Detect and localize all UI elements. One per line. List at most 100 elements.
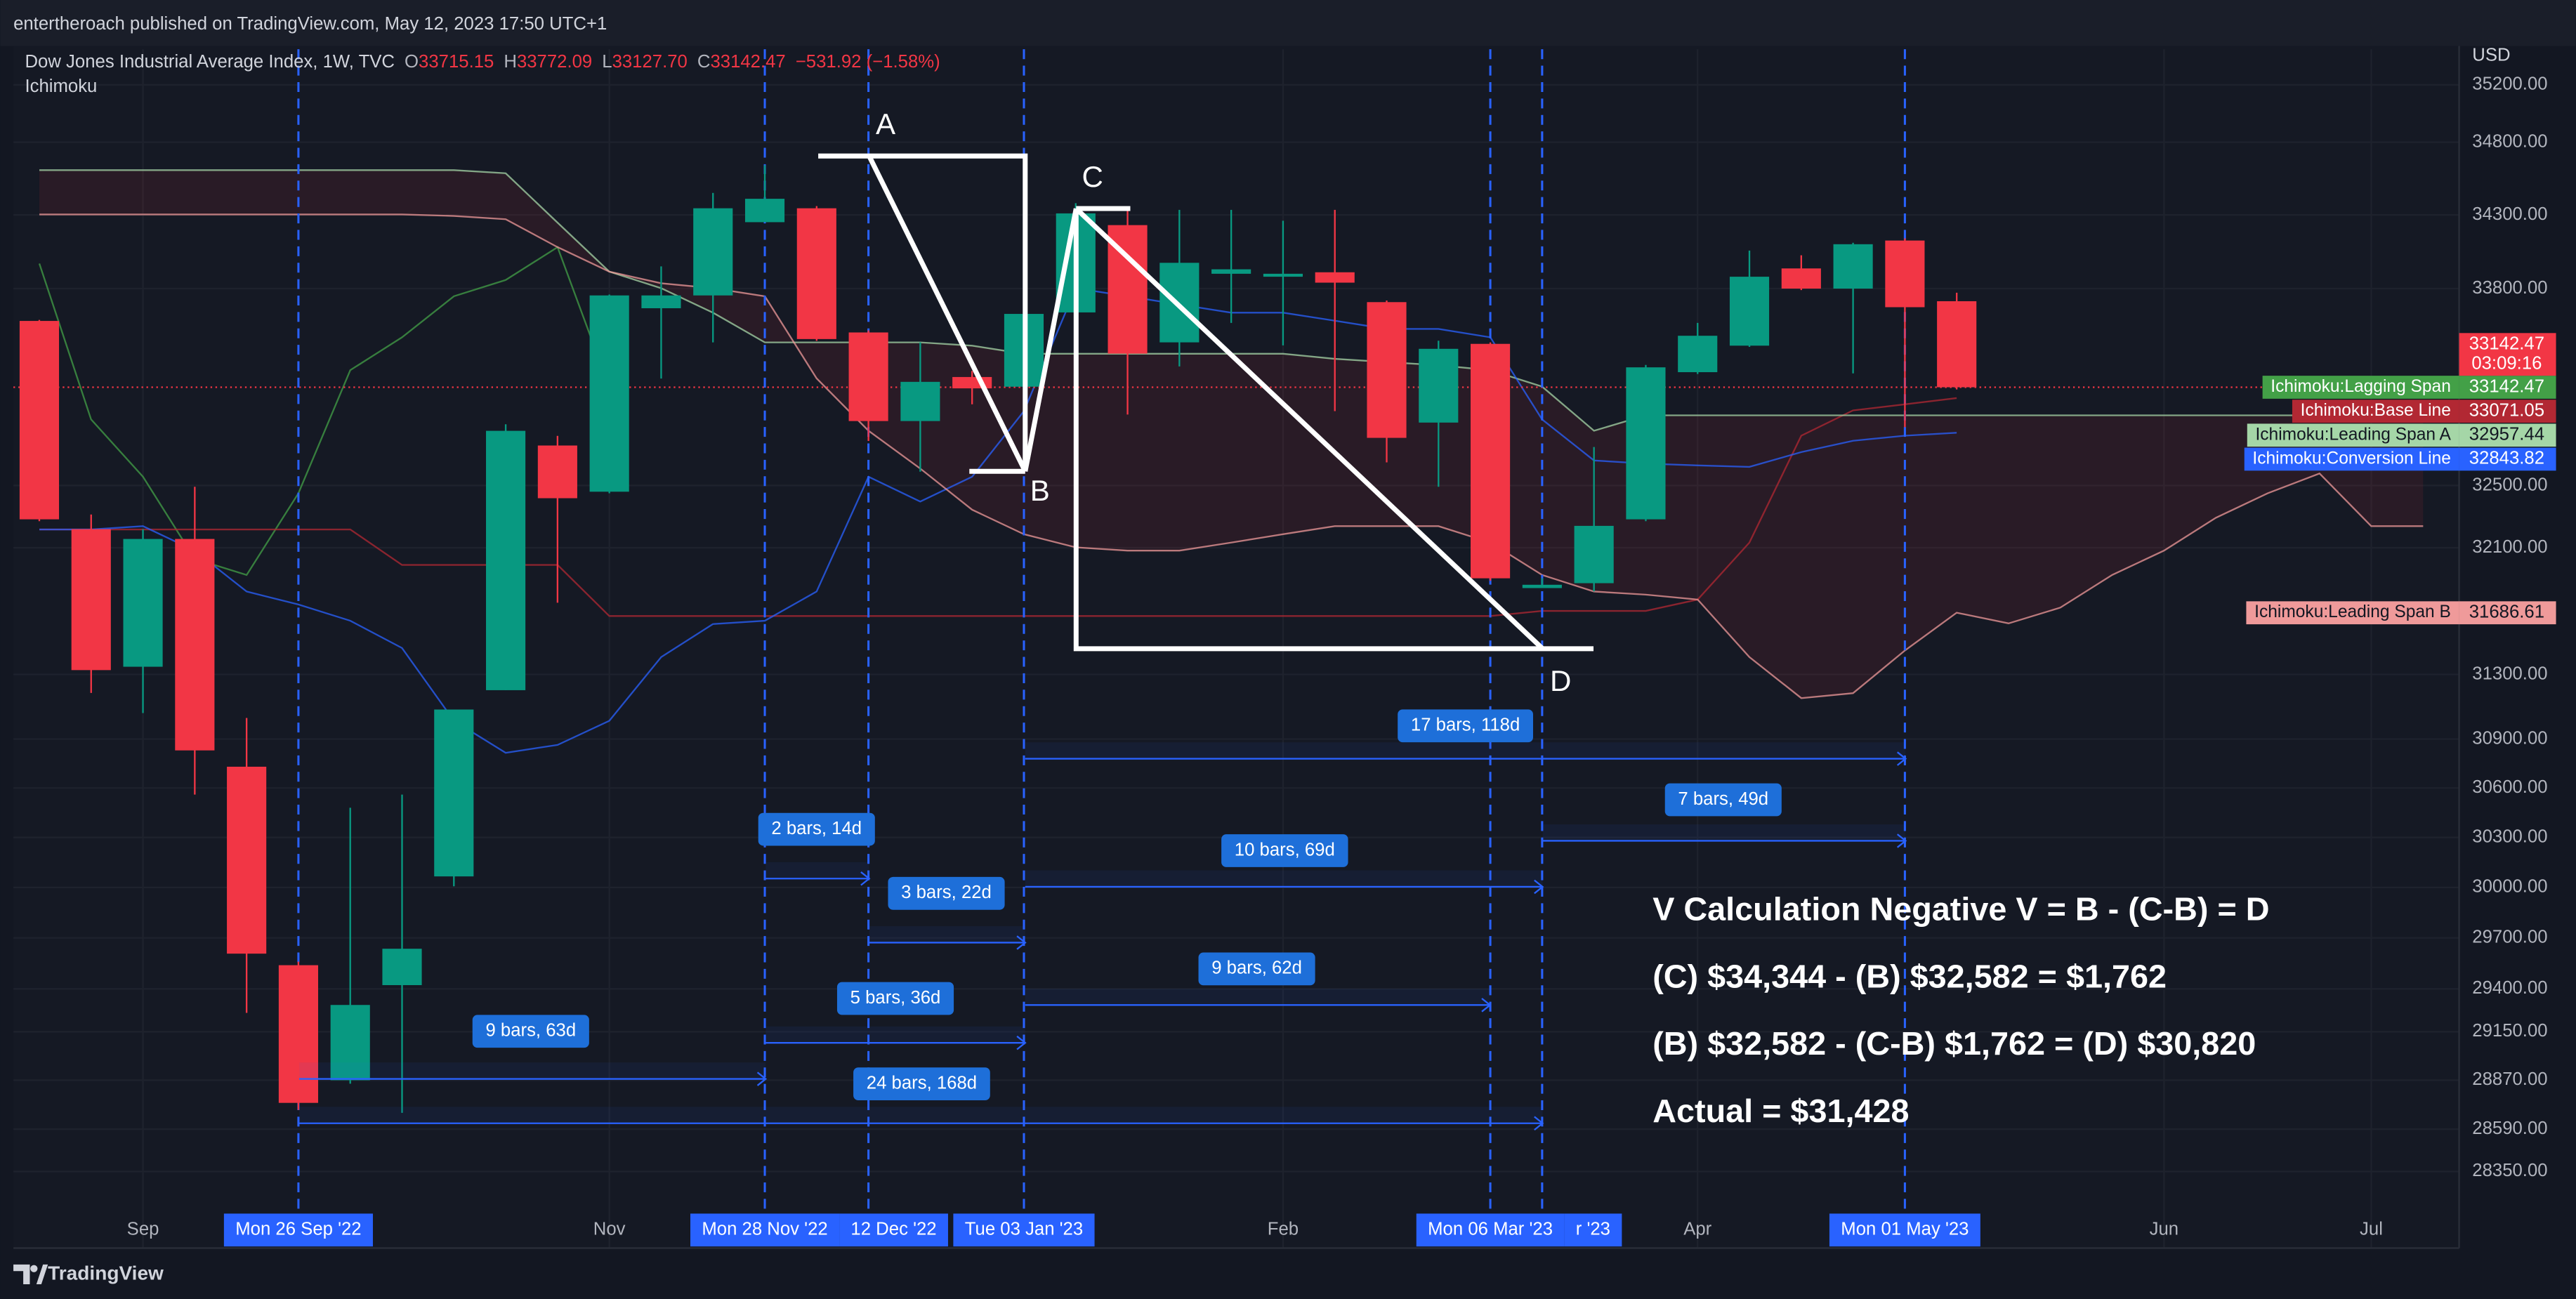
top-bar: [0, 0, 2576, 46]
logo-mark: [13, 1264, 30, 1284]
candle-body: [1159, 263, 1200, 343]
candle-body: [1729, 277, 1770, 346]
point-label: A: [876, 107, 895, 140]
legend-key: H: [504, 52, 517, 72]
publisher: entertheroach published on TradingView.c…: [13, 14, 607, 34]
y-tick-label: 32500.00: [2472, 475, 2547, 494]
measure-arrowhead: [756, 1071, 768, 1086]
legend-key: C: [697, 52, 711, 72]
x-tick-label: Nov: [593, 1220, 626, 1239]
measure-label: 9 bars, 63d: [485, 1021, 576, 1041]
point-label: B: [1030, 474, 1050, 507]
measure-band: [1025, 988, 1490, 1005]
y-tick-label: 35200.00: [2472, 74, 2547, 94]
price-tag-countdown: 03:09:16: [2471, 354, 2542, 374]
x-tick-label: Sep: [127, 1220, 159, 1239]
measure-label: 5 bars, 36d: [850, 988, 941, 1008]
plot: [13, 49, 2459, 1248]
candle-body: [900, 381, 940, 421]
measure-arrowhead: [1896, 751, 1907, 766]
measure-arrowhead: [1016, 935, 1027, 950]
candle-body: [1522, 584, 1562, 588]
indicator-line: [39, 397, 1957, 617]
candle-body: [1833, 244, 1873, 289]
measure-arrowhead: [1481, 998, 1492, 1013]
candle-body: [278, 965, 318, 1103]
y-tick-label: 28590.00: [2472, 1119, 2547, 1138]
measure-arrowhead: [1534, 1116, 1544, 1131]
y-tick-label: 28350.00: [2472, 1161, 2547, 1180]
measure-box: [836, 982, 954, 1015]
drawing-line: [867, 154, 1027, 473]
legend-key: L: [602, 52, 612, 72]
candle-body: [227, 766, 267, 954]
marker-box: [223, 1213, 373, 1247]
candle-body: [1263, 273, 1303, 277]
tag-label-box: [2246, 601, 2459, 625]
candle-body: [589, 295, 629, 492]
measure-arrowhead: [860, 871, 871, 886]
candle-body: [641, 295, 681, 308]
y-tick-label: 30900.00: [2472, 728, 2547, 748]
measure-arrowhead: [1896, 833, 1907, 848]
measure-box: [1198, 952, 1315, 986]
legend-value: 33142.47: [710, 52, 785, 72]
tag-value: 33142.47: [2469, 376, 2544, 396]
candle-body: [1937, 301, 1977, 388]
measure-arrowhead: [1534, 879, 1544, 895]
note: V Calculation Negative V = B - (C-B) = D: [1652, 890, 2269, 927]
measure-arrowhead: [1016, 1035, 1027, 1050]
marker-label: Mon 01 May '23: [1841, 1220, 1969, 1239]
measure-label: 10 bars, 69d: [1235, 840, 1335, 859]
candle-body: [434, 709, 474, 877]
candle-body: [1211, 269, 1251, 274]
marker-box: [839, 1213, 948, 1247]
indicator-line: [39, 213, 2424, 699]
candle-body: [1419, 348, 1459, 423]
measure-box: [1664, 783, 1782, 817]
tag-value-box: [2459, 376, 2556, 399]
tag-value: 33071.05: [2469, 400, 2544, 420]
note: (C) $34,344 - (B) $32,582 = $1,762: [1652, 958, 2167, 994]
measure-box: [1398, 709, 1533, 743]
point-label: D: [1550, 664, 1571, 697]
tag-label-box: [2244, 447, 2459, 471]
candle-body: [1574, 525, 1614, 583]
legend-value: 33772.09: [517, 52, 592, 72]
measure-band: [1025, 870, 1543, 887]
candle-body: [1885, 240, 1925, 308]
tag-value-box: [2459, 423, 2556, 447]
measure-band: [765, 862, 869, 879]
drawing-line: [1023, 208, 1079, 472]
measure-label: 9 bars, 62d: [1211, 958, 1302, 978]
legend-change: −531.92 (−1.58%): [796, 52, 940, 72]
drawing-line: [1073, 209, 1594, 652]
measure-box: [758, 812, 875, 846]
price-tag-value: 33142.47: [2469, 334, 2544, 353]
measure-label: 2 bars, 14d: [771, 819, 862, 838]
tag-label: Ichimoku:Lagging Span: [2271, 377, 2451, 396]
tag-label-box: [2262, 376, 2459, 399]
marker-label: Mon 28 Nov '22: [702, 1220, 827, 1239]
legend-value: 33127.70: [612, 52, 688, 72]
marker-label: Mon 06 Mar '23: [1428, 1220, 1553, 1239]
marker-box: [953, 1213, 1095, 1247]
currency: USD: [2472, 45, 2510, 65]
candle-body: [175, 539, 215, 751]
measure-label: 7 bars, 49d: [1678, 789, 1768, 809]
measure-band: [765, 1026, 1025, 1043]
marker-box: [1564, 1213, 1622, 1247]
y-tick-label: 34300.00: [2472, 204, 2547, 224]
note: Actual = $31,428: [1652, 1093, 1909, 1129]
indicator-name: Ichimoku: [25, 77, 97, 96]
measure-box: [1221, 834, 1348, 867]
drawings: A B C D V Calculation Negative V = B - (…: [818, 107, 2270, 1129]
tag-value-box: [2459, 601, 2556, 625]
measure-label: 3 bars, 22d: [901, 883, 992, 902]
y-tick-label: 32100.00: [2472, 537, 2547, 557]
measure-box: [472, 1015, 589, 1048]
measure-box: [888, 876, 1005, 910]
measure-box: [853, 1067, 990, 1101]
tag-label-box: [2247, 423, 2459, 447]
